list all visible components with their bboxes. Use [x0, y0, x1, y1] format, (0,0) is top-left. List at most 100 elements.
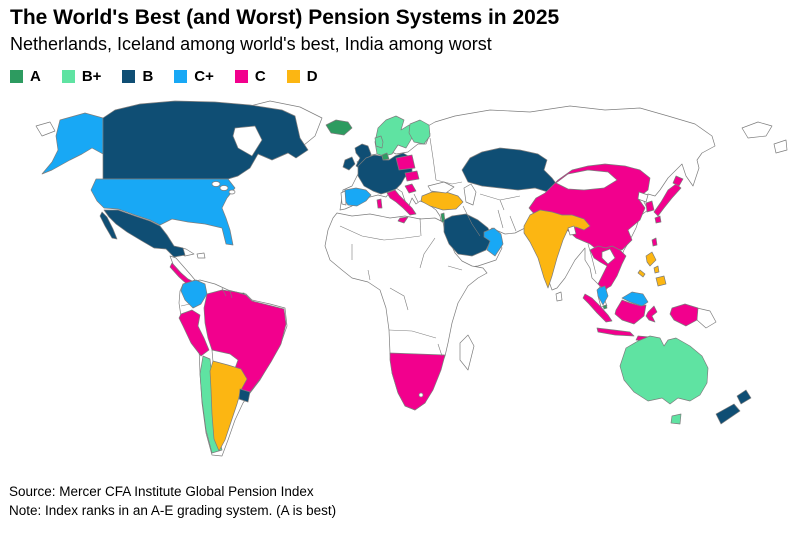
- country-iceland: [325, 119, 353, 136]
- country-italy-sicily: [397, 216, 409, 224]
- country-japan-hokkaido: [672, 175, 684, 187]
- footer: Source: Mercer CFA Institute Global Pens…: [9, 482, 336, 520]
- country-poland: [395, 154, 416, 171]
- country-australia: [619, 335, 709, 405]
- legend-label-C+: C+: [194, 68, 214, 85]
- ne-russia-east-blob: [741, 121, 773, 139]
- caspian-sea: [463, 183, 477, 206]
- ne-russia-west-blob: [35, 121, 56, 137]
- country-philippines-mindanao: [655, 275, 667, 287]
- legend-swatch-A: [10, 70, 23, 83]
- note-line: Note: Index ranks in an A-E grading syst…: [9, 503, 337, 518]
- legend-item-C: C: [234, 68, 266, 85]
- mongolia: [555, 169, 618, 191]
- border-line: [499, 199, 505, 211]
- country-finland: [408, 119, 431, 145]
- border-line: [367, 269, 371, 281]
- legend-swatch-C: [234, 70, 248, 83]
- legend-item-D: D: [286, 68, 318, 85]
- legend-swatch-B+: [61, 70, 75, 83]
- choropleth-svg: [35, 100, 788, 457]
- border-line: [339, 225, 385, 241]
- papua-new-guinea: [696, 307, 717, 329]
- madagascar: [459, 334, 475, 371]
- legend-swatch-B: [122, 70, 136, 83]
- country-brazil: [203, 289, 287, 401]
- country-alaska-usa: [41, 112, 104, 175]
- country-philippines-visayas: [653, 265, 660, 274]
- country-malaysia-peninsula: [596, 285, 609, 306]
- border-line: [435, 179, 463, 185]
- country-new-zealand-south: [715, 403, 741, 425]
- country-kazakhstan: [461, 147, 559, 193]
- country-indonesia-papua: [669, 303, 699, 327]
- country-singapore: [602, 304, 608, 310]
- legend-item-B: B: [122, 68, 153, 85]
- country-ireland: [342, 156, 356, 171]
- legend-label-D: D: [306, 68, 318, 85]
- country-norway-sweden: [374, 115, 417, 157]
- country-peru: [178, 309, 210, 357]
- country-spain: [342, 187, 372, 207]
- country-united-states: [90, 178, 236, 246]
- portugal: [340, 190, 347, 206]
- border-line: [509, 215, 517, 232]
- laos: [601, 248, 616, 265]
- country-italy-sardinia: [376, 198, 383, 209]
- legend-label-C: C: [254, 68, 266, 85]
- country-italy: [386, 189, 417, 216]
- country-mexico: [103, 209, 186, 258]
- border-line: [383, 235, 421, 241]
- legend-item-B+: B+: [61, 68, 102, 85]
- border-line: [447, 265, 463, 271]
- world-map: [0, 98, 788, 480]
- north-korea: [637, 191, 649, 203]
- country-malaysia-borneo: [621, 291, 649, 307]
- country-new-zealand-north: [736, 389, 752, 405]
- country-indonesia-sumatra: [582, 293, 613, 323]
- legend-swatch-D: [286, 70, 300, 83]
- country-philippines-palawan: [637, 269, 646, 278]
- lesotho: [418, 392, 424, 398]
- country-austria: [404, 170, 420, 182]
- source-line: Source: Mercer CFA Institute Global Pens…: [9, 484, 314, 499]
- page-subtitle: Netherlands, Iceland among world's best,…: [10, 34, 492, 54]
- country-indonesia-kalimantan: [614, 299, 647, 325]
- border-line: [388, 329, 437, 339]
- country-australia-tasmania: [670, 413, 682, 425]
- country-japan-kyushu: [654, 215, 662, 224]
- country-uae-oman: [483, 227, 504, 257]
- country-thailand-vietnam: [589, 245, 627, 291]
- country-taiwan: [651, 237, 658, 247]
- border-line: [437, 343, 443, 357]
- country-colombia: [180, 279, 208, 309]
- border-line: [389, 287, 409, 311]
- country-canada: [102, 100, 309, 180]
- country-argentina: [209, 360, 248, 452]
- border-line: [429, 137, 437, 181]
- country-croatia: [404, 183, 417, 194]
- border-line: [497, 209, 504, 229]
- border-line: [229, 290, 233, 299]
- border-line: [221, 287, 227, 297]
- africa-base: [324, 212, 488, 411]
- legend-item-A: A: [10, 68, 41, 85]
- country-indonesia-java: [596, 327, 635, 337]
- border-line: [419, 237, 436, 269]
- legend-label-B: B: [142, 68, 154, 85]
- hispaniola: [196, 252, 206, 259]
- bangladesh: [567, 225, 577, 236]
- legend-label-B+: B+: [81, 68, 102, 85]
- legend-item-C+: C+: [174, 68, 214, 85]
- ne-russia-east-blob2: [773, 139, 788, 154]
- legend-label-A: A: [30, 68, 41, 85]
- legend-swatch-C+: [174, 70, 188, 83]
- page-title: The World's Best (and Worst) Pension Sys…: [10, 6, 560, 29]
- legend: A B+ B C+ C D: [10, 68, 339, 85]
- country-mexico-baja: [99, 211, 118, 240]
- great-lake-2: [219, 185, 229, 191]
- country-uruguay: [238, 388, 251, 403]
- country-indonesia-sulawesi: [645, 305, 658, 323]
- border-line: [587, 243, 597, 275]
